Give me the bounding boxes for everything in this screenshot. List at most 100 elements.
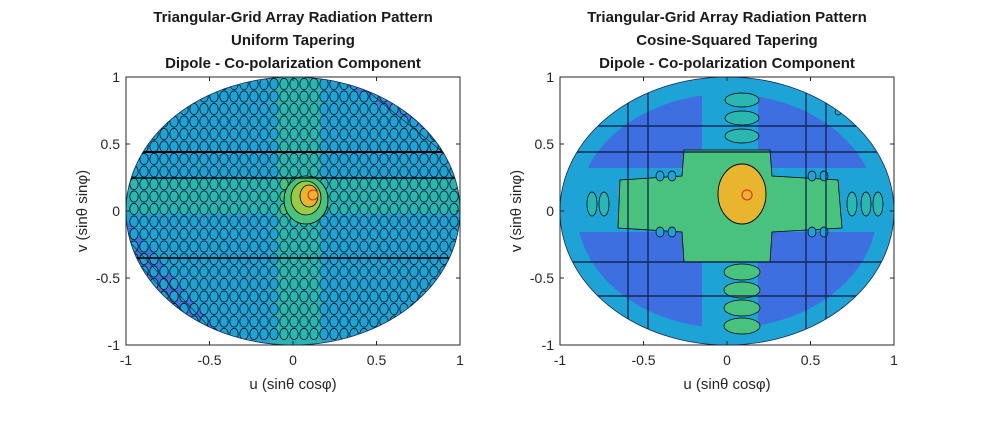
plot-left-sidelobe	[169, 115, 179, 128]
plot-left-sidelobe	[259, 215, 269, 228]
plot-left-sidelobe	[369, 153, 379, 165]
plot-left-sidelobe	[209, 140, 219, 153]
plot-left-sidelobe	[429, 115, 439, 128]
plot-left-sidelobe	[159, 190, 169, 203]
plot-left-sidelobe	[169, 103, 179, 115]
plot-left-sidelobe	[179, 253, 189, 265]
plot-left-sidelobe	[149, 315, 159, 328]
plot-left-sidelobe	[419, 78, 429, 90]
plot-left-sidelobe	[219, 303, 229, 315]
plot-left-sidelobe	[439, 328, 449, 340]
plot-left-sidelobe	[349, 290, 359, 303]
plot-left-sidelobe	[319, 328, 329, 340]
plot-left-xtick-label: 0	[289, 352, 297, 368]
plot-left-sidelobe	[319, 165, 329, 178]
plot-right-sidelobes	[586, 92, 884, 335]
plot-left-sidelobe	[289, 315, 299, 328]
plot-right-xtick-label: -0.5	[631, 352, 655, 368]
plot-left-sidelobe	[239, 290, 249, 303]
plot-left-sidelobe	[239, 128, 249, 140]
plot-left-sidelobe	[289, 90, 299, 103]
plot-left-sidelobe	[209, 265, 219, 278]
plot-left-sidelobe	[369, 215, 379, 228]
plot-left-sidelobe	[419, 90, 429, 103]
plot-left-sidelobe	[419, 190, 429, 203]
plot-right-title-line-3: Dipole - Co-polarization Component	[599, 55, 855, 72]
plot-right-ytick-label: 0	[546, 203, 554, 219]
plot-left-sidelobe	[449, 140, 459, 153]
plot-left-sidelobe	[189, 228, 199, 240]
plot-left-sidelobe	[419, 153, 429, 165]
plot-left-sidelobe	[379, 153, 389, 165]
plot-left-sidelobe	[319, 240, 329, 253]
plot-left-sidelobe	[319, 253, 329, 265]
plot-left-sidelobe	[359, 278, 369, 290]
plot-left-sidelobe	[289, 303, 299, 315]
plot-left-sidelobe	[379, 115, 389, 128]
plot-left-sidelobe	[129, 103, 139, 115]
plot-left-sidelobe	[389, 140, 399, 153]
plot-left-sidelobe	[259, 78, 269, 90]
plot-left-sidelobe	[309, 278, 319, 290]
plot-left-sidelobe	[159, 203, 169, 215]
plot-left-sidelobe	[219, 203, 229, 215]
plot-left-sidelobe	[319, 303, 329, 315]
plot-left-sidelobe	[349, 203, 359, 215]
plot-left-sidelobe	[139, 228, 149, 240]
plot-left-sidelobe	[399, 178, 409, 190]
plot-left-sidelobe	[379, 178, 389, 190]
plot-left-sidelobe	[359, 203, 369, 215]
plot-left-sidelobe	[309, 153, 319, 165]
plot-left-sidelobe	[369, 328, 379, 340]
plot-left-sidelobe	[359, 290, 369, 303]
plot-left-sidelobe	[189, 115, 199, 128]
plot-left-sidelobe	[259, 303, 269, 315]
plot-left-sidelobe	[229, 265, 239, 278]
plot-left-sidelobe	[309, 140, 319, 153]
plot-left-sidelobe	[249, 115, 259, 128]
plot-left-sidelobe	[419, 215, 429, 228]
plot-right-sidelobe	[586, 191, 598, 217]
plot-left-sidelobe	[449, 290, 459, 303]
plot-left-sidelobe	[219, 240, 229, 253]
plot-left-sidelobe	[199, 78, 209, 90]
plot-left-sidelobe	[339, 140, 349, 153]
plot-left-sidelobe	[319, 153, 329, 165]
plot-left-sidelobe	[129, 328, 139, 340]
plot-left-sidelobe	[139, 253, 149, 265]
plot-left-sidelobe	[369, 253, 379, 265]
plot-left-sidelobe	[319, 290, 329, 303]
plot-left-sidelobe	[249, 278, 259, 290]
plot-left-sidelobe	[429, 278, 439, 290]
plot-left-sidelobe	[389, 328, 399, 340]
plot-left-sidelobe	[209, 203, 219, 215]
plot-left-sidelobe	[359, 253, 369, 265]
plot-left-sidelobe	[299, 303, 309, 315]
plot-left-sidelobe	[229, 290, 239, 303]
plot-left-sidelobe	[149, 178, 159, 190]
plot-left-ytick-label: 0	[112, 203, 120, 219]
plot-left-sidelobe	[249, 190, 259, 203]
plot-left-contour-field	[126, 77, 460, 345]
plot-left-sidelobe	[229, 228, 239, 240]
plot-left-sidelobe	[149, 128, 159, 140]
plot-left-sidelobe	[269, 153, 279, 165]
plot-left-sidelobe	[259, 290, 269, 303]
plot-left-sidelobe	[209, 315, 219, 328]
plot-left-sidelobe	[319, 228, 329, 240]
plot-left-sidelobe	[229, 240, 239, 253]
plot-left-sidelobe	[239, 315, 249, 328]
plot-left-sidelobe	[299, 153, 309, 165]
plot-left-sidelobe	[329, 178, 339, 190]
plot-left-sidelobe	[199, 303, 209, 315]
plot-left-sidelobe	[219, 153, 229, 165]
plot-right-sidelobe	[598, 191, 610, 217]
plot-left-sidelobe	[219, 103, 229, 115]
plot-left-sidelobe	[449, 315, 459, 328]
plot-left-xtick-label: 0.5	[367, 352, 387, 368]
plot-left-sidelobe	[239, 190, 249, 203]
plot-left-sidelobe	[199, 328, 209, 340]
plot-left-sidelobe	[319, 265, 329, 278]
plot-left-sidelobe	[309, 228, 319, 240]
plot-left-sidelobe	[419, 265, 429, 278]
